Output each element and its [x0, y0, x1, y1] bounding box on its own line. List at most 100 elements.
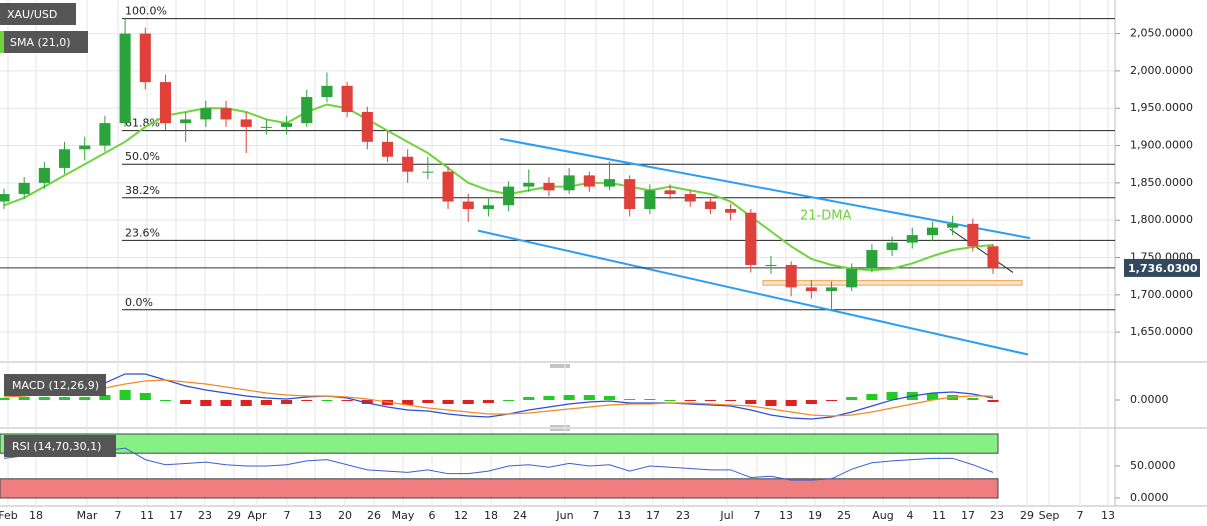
x-tick-label: 12 — [454, 509, 468, 522]
x-tick-label: 7 — [1077, 509, 1084, 522]
macd-bar — [321, 400, 333, 401]
macd-bar — [38, 397, 50, 400]
x-tick-label: 11 — [932, 509, 946, 522]
macd-bar — [281, 400, 293, 404]
pane-grip[interactable] — [550, 364, 570, 368]
symbol-label: XAU/USD — [7, 8, 57, 21]
fib-label: 38.2% — [125, 184, 160, 197]
rsi-label: RSI (14,70,30,1) — [12, 440, 101, 453]
y-tick-label: 1,800.0000 — [1130, 213, 1193, 226]
candle-body — [947, 223, 959, 228]
x-tick-label: 17 — [961, 509, 975, 522]
candle-body — [260, 126, 272, 128]
macd-bar — [341, 400, 353, 401]
macd-bar — [119, 390, 131, 400]
x-tick-label: 20 — [338, 509, 352, 522]
macd-bar — [926, 393, 938, 400]
x-tick-label: Apr — [247, 509, 267, 522]
macd-bar — [79, 397, 91, 400]
macd-bar — [220, 400, 232, 406]
macd-bar — [462, 400, 474, 404]
x-tick-label: Aug — [872, 509, 893, 522]
macd-bar — [422, 400, 434, 403]
x-tick-label: 13 — [308, 509, 322, 522]
macd-bar — [987, 400, 999, 402]
macd-box[interactable] — [4, 374, 106, 396]
y-tick-label: 1,900.0000 — [1130, 139, 1193, 152]
macd-bar — [825, 400, 838, 401]
candle-body — [18, 182, 30, 195]
y-tick-label: 1,950.0000 — [1130, 101, 1193, 114]
x-tick-label: 11 — [140, 509, 154, 522]
rsi-tick-label: 0.0000 — [1130, 491, 1169, 504]
candle-body — [59, 149, 71, 168]
rsi-tick-label: 50.0000 — [1130, 459, 1176, 472]
x-tick-label: 13 — [779, 509, 793, 522]
candle-body — [99, 123, 111, 146]
sma-box[interactable] — [0, 31, 88, 53]
rsi-overbought-zone — [0, 433, 999, 454]
y-tick-label: 1,700.0000 — [1130, 288, 1193, 301]
last-price-box — [1124, 258, 1200, 277]
x-tick-label: 13 — [617, 509, 631, 522]
x-tick-label: Feb — [0, 509, 18, 522]
fib-label: 61.8% — [125, 117, 160, 130]
macd-bar — [402, 400, 414, 405]
candle-body — [603, 179, 616, 187]
y-tick-label: 2,000.0000 — [1130, 64, 1193, 77]
pane-grip[interactable] — [550, 425, 570, 431]
trend-line — [949, 228, 1014, 273]
macd-bar — [866, 394, 878, 400]
x-tick-label: 13 — [1101, 509, 1115, 522]
candle-body — [765, 264, 777, 266]
macd-label: MACD (12,26,9) — [12, 379, 99, 392]
x-tick-label: Sep — [1039, 509, 1060, 522]
x-tick-label: May — [392, 509, 415, 522]
candle-body — [38, 167, 50, 183]
macd-bar — [200, 400, 212, 406]
fib-label: 0.0% — [125, 296, 153, 309]
candle-body — [79, 145, 91, 150]
macd-bar — [18, 397, 30, 400]
macd-bar — [644, 399, 656, 400]
macd-bar — [704, 400, 716, 401]
macd-bar — [846, 397, 858, 400]
candle-body — [684, 194, 696, 202]
candle-body — [745, 212, 757, 265]
macd-bar — [967, 398, 979, 400]
candle-body — [583, 175, 595, 187]
macd-bar — [886, 392, 898, 400]
candle-body — [664, 190, 676, 195]
candle-body — [624, 179, 636, 209]
macd-bar — [725, 400, 737, 401]
macd-bar — [59, 397, 71, 400]
rsi-box[interactable] — [4, 435, 116, 457]
y-tick-label: 1,650.0000 — [1130, 325, 1193, 338]
trend-line — [499, 137, 1031, 240]
x-tick-label: Jun — [555, 509, 573, 522]
candle-body — [725, 208, 737, 213]
macd-bar — [301, 400, 313, 401]
x-tick-label: 29 — [227, 509, 241, 522]
candle-body — [159, 82, 172, 124]
macd-bar — [805, 400, 817, 404]
candle-body — [523, 182, 535, 187]
x-tick-label: 7 — [284, 509, 291, 522]
macd-bar — [624, 399, 636, 400]
candle-body — [825, 287, 838, 292]
candle-body — [987, 246, 999, 268]
macd-bar — [684, 400, 696, 401]
symbol-box[interactable] — [0, 3, 76, 25]
candle-body — [381, 141, 394, 157]
macd-bar — [0, 398, 10, 400]
macd-bar — [523, 397, 535, 400]
x-tick-label: 7 — [115, 509, 122, 522]
candle-body — [785, 264, 797, 288]
rsi-oversold-zone — [0, 478, 999, 499]
candle-body — [361, 111, 373, 142]
macd-bar — [180, 400, 192, 404]
candle-body — [180, 119, 192, 124]
candle-body — [926, 227, 938, 236]
x-tick-label: 23 — [676, 509, 690, 522]
